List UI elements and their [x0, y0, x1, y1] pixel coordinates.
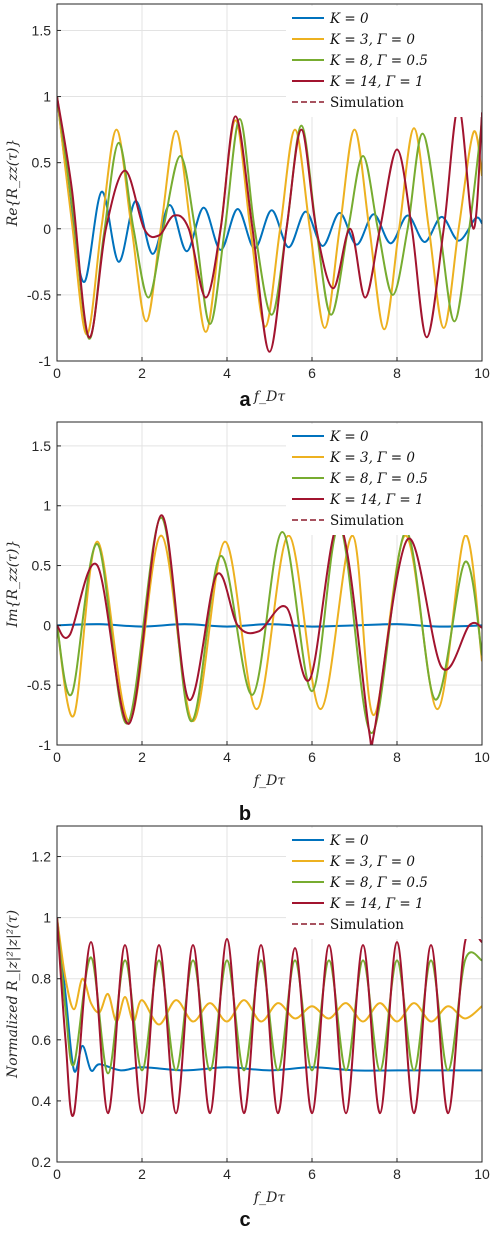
y-axis-label: Re{R_zz(τ)}: [5, 139, 21, 228]
chart-panel-b: 0 2 4 6 8 10 -1 -0.5 0 0.5 1 1.5 f_Dτ Im{R_zz(τ)} K = …: [5, 421, 490, 825]
y-tick-label: 0: [43, 617, 51, 633]
y-tick-label: 0.8: [32, 971, 52, 987]
x-tick-label: 10: [474, 365, 490, 381]
legend-label: K = 0: [329, 833, 369, 849]
legend-box: [286, 828, 481, 939]
x-tick-label: 0: [53, 749, 61, 765]
x-tick-label: 0: [53, 1166, 61, 1182]
legend-box: [286, 424, 481, 535]
x-tick-label: 4: [223, 1166, 231, 1182]
y-tick-label: -1: [39, 737, 52, 753]
y-tick-label: 0.5: [32, 155, 52, 171]
legend-label: K = 3, Γ = 0: [329, 854, 415, 870]
y-tick-label: 1.2: [32, 849, 52, 865]
series-line-0: [57, 623, 482, 628]
x-axis-label: f_Dτ: [253, 1190, 285, 1206]
x-tick-label: 4: [223, 749, 231, 765]
y-tick-label: 1.5: [32, 22, 52, 38]
axes-frame: [56, 825, 483, 1163]
x-tick-label: 2: [138, 365, 146, 381]
axes-frame: [56, 421, 483, 746]
x-tick-label: 8: [393, 749, 401, 765]
panel-label: c: [239, 1209, 250, 1231]
y-axis-label: Normalized R_|z|²|z|²(τ): [5, 910, 21, 1079]
y-tick-label: 1.5: [32, 438, 52, 454]
x-tick-label: 8: [393, 1166, 401, 1182]
x-tick-label: 6: [308, 365, 316, 381]
y-tick-label: 0.6: [32, 1032, 52, 1048]
y-tick-label: -0.5: [27, 287, 51, 303]
legend-label: K = 14, Γ = 1: [329, 896, 424, 912]
x-tick-label: 8: [393, 365, 401, 381]
y-tick-label: 0.5: [32, 558, 52, 574]
series-line-0: [57, 96, 482, 283]
series-line-2: [57, 96, 482, 340]
legend-label: Simulation: [330, 95, 404, 111]
x-tick-label: 0: [53, 365, 61, 381]
legend-label: Simulation: [330, 513, 404, 529]
y-tick-label: -0.5: [27, 677, 51, 693]
legend-label: K = 8, Γ = 0.5: [329, 53, 428, 69]
legend-label: K = 3, Γ = 0: [329, 32, 415, 48]
x-tick-label: 6: [308, 1166, 316, 1182]
x-tick-label: 6: [308, 749, 316, 765]
series-line-3: [57, 514, 482, 745]
x-tick-label: 4: [223, 365, 231, 381]
x-tick-label: 10: [474, 749, 490, 765]
y-tick-label: 1: [43, 498, 51, 514]
series-line-3: [57, 96, 482, 353]
y-axis-label: Im{R_zz(τ)}: [5, 540, 21, 629]
x-tick-label: 10: [474, 1166, 490, 1182]
legend-label: K = 0: [329, 11, 369, 27]
y-tick-label: 1: [43, 89, 51, 105]
chart-panel-c: 0 2 4 6 8 10 0.2 0.4 0.6 0.8 1 1.2 f_Dτ Normalized R_…: [5, 825, 490, 1231]
axes-frame: [56, 3, 483, 362]
y-tick-label: 1: [43, 910, 51, 926]
panel-label: b: [239, 803, 251, 825]
y-tick-label: 0.4: [32, 1093, 52, 1109]
x-axis-label: f_Dτ: [253, 773, 285, 789]
chart-panel-a: 0 2 4 6 8 10 -1 -0.5 0 0.5 1 1.5 f_Dτ Re{R_zz(τ)} K = …: [5, 3, 490, 411]
panel-label: a: [239, 389, 251, 411]
legend-label: K = 14, Γ = 1: [329, 74, 424, 90]
series-line-3: [57, 917, 482, 1117]
legend-label: K = 3, Γ = 0: [329, 450, 415, 466]
y-tick-label: 0: [43, 221, 51, 237]
legend-label: K = 8, Γ = 0.5: [329, 471, 428, 487]
legend-label: K = 0: [329, 429, 369, 445]
legend-label: K = 14, Γ = 1: [329, 492, 424, 508]
x-tick-label: 2: [138, 1166, 146, 1182]
legend-label: Simulation: [330, 917, 404, 933]
x-axis-label: f_Dτ: [253, 389, 285, 405]
x-tick-label: 2: [138, 749, 146, 765]
legend-label: K = 8, Γ = 0.5: [329, 875, 428, 891]
legend-box: [286, 6, 481, 117]
y-tick-label: -1: [39, 353, 52, 369]
y-tick-label: 0.2: [32, 1154, 52, 1170]
series-line-1: [57, 96, 482, 336]
